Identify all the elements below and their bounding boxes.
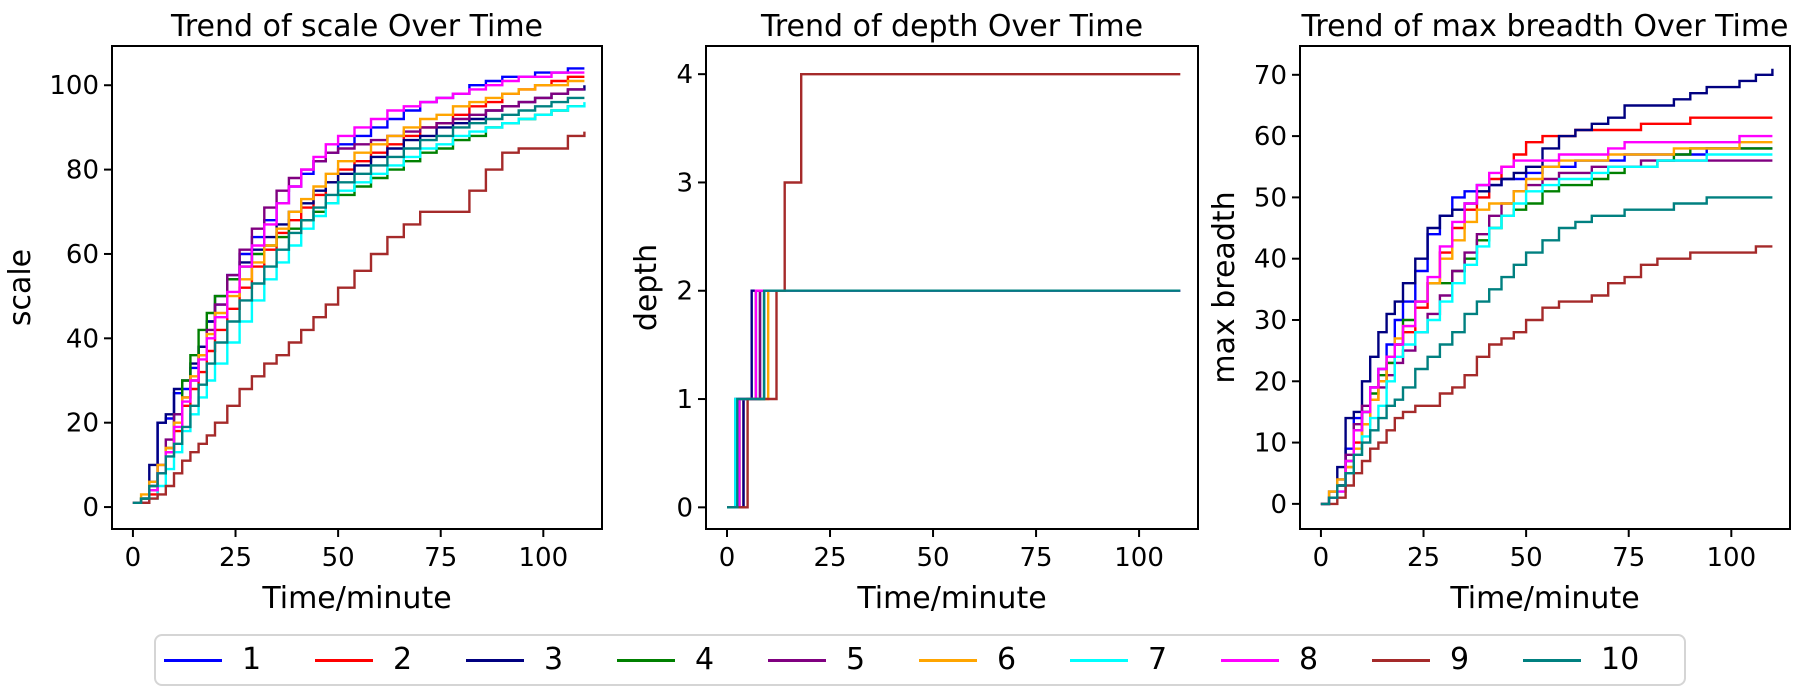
subplot-scale: 0 25 50 75 100 0 20 40 60 80 100 Trend of scale Ove… [3,9,603,616]
line-series-8 [1320,134,1773,506]
axes-spines [705,45,1199,530]
y-tick-label: 2 [676,277,693,307]
subplot-max-breadth: 0 25 50 75 100 0 10 20 30 40 50 60 70 Trend of max br… [1207,9,1791,616]
line-series-10 [132,96,585,504]
legend: 1 2 3 4 5 6 7 8 9 10 [154,634,1686,686]
y-tick-label: 60 [1254,122,1287,152]
x-tick-label: 100 [518,543,568,573]
y-tick-label: 20 [1254,367,1287,397]
y-tick-label: 20 [66,409,99,439]
legend-line-swatch [919,658,977,662]
x-tick-label: 50 [1510,543,1543,573]
legend-line-swatch [617,658,675,662]
legend-label: 6 [997,642,1017,677]
legend-line-swatch [768,658,826,662]
y-tick-label: 1 [676,385,693,415]
series-lines [132,67,586,504]
subplot-title: Trend of max breadth Over Time [1300,9,1788,44]
y-tick-label: 60 [66,240,99,270]
x-tick-label: 75 [1612,543,1645,573]
y-tick-label: 0 [676,493,693,523]
y-tick-label: 4 [676,60,693,90]
legend-line-swatch [1221,658,1279,662]
subplot-title: Trend of scale Over Time [170,9,543,44]
y-tick-label: 30 [1254,306,1287,336]
x-tick-label: 0 [125,543,142,573]
legend-line-swatch [1070,658,1128,662]
y-axis-label: depth [629,244,664,331]
legend-item-2: 2 [315,645,466,675]
line-series-9 [132,131,586,504]
x-tick-label: 50 [916,543,949,573]
legend-item-1: 1 [164,645,315,675]
legend-item-8: 8 [1221,645,1372,675]
y-tick-label: 40 [1254,245,1287,275]
x-tick-label: 75 [424,543,457,573]
legend-item-3: 3 [466,645,617,675]
x-tick-label: 25 [813,543,846,573]
y-axis-label: max breadth [1207,191,1242,383]
y-tick-label: 70 [1254,61,1287,91]
series-lines [1320,68,1774,506]
x-tick-label: 100 [1706,543,1756,573]
x-tick-label: 0 [719,543,736,573]
line-series-10 [727,289,1181,509]
legend-item-4: 4 [617,645,768,675]
line-series-7 [1320,153,1773,506]
line-series-9 [1320,245,1773,506]
line-series-7 [132,102,586,504]
series-lines [727,73,1181,509]
legend-label: 2 [393,642,413,677]
line-series-3 [1320,68,1774,506]
x-axis-label: Time/minute [261,581,451,616]
legend-label: 3 [544,642,564,677]
legend-label: 8 [1299,642,1319,677]
x-axis-label: Time/minute [1449,581,1639,616]
x-tick-label: 25 [1407,543,1440,573]
x-tick-label: 50 [322,543,355,573]
legend-line-swatch [315,658,373,662]
legend-item-10: 10 [1523,645,1674,675]
y-tick-label: 100 [49,71,99,101]
x-tick-label: 25 [219,543,252,573]
legend-line-swatch [1372,658,1430,662]
x-axis-label: Time/minute [856,581,1046,616]
y-axis-label: scale [3,249,38,326]
x-tick-label: 0 [1313,543,1330,573]
axes-spines [1299,45,1791,530]
plot-area [1300,46,1790,529]
y-tick-label: 0 [1270,490,1287,520]
legend-label: 5 [846,642,866,677]
y-tick-label: 40 [66,324,99,354]
legend-label: 10 [1601,642,1640,677]
y-tick-label: 50 [1254,183,1287,213]
axes-spines [111,45,603,530]
y-tick-label: 0 [82,493,99,523]
legend-item-7: 7 [1070,645,1221,675]
y-tick-label: 80 [66,156,99,186]
x-tick-label: 75 [1020,543,1053,573]
x-tick-label: 100 [1114,543,1164,573]
legend-label: 9 [1450,642,1470,677]
plot-area [706,46,1198,529]
legend-item-9: 9 [1372,645,1523,675]
legend-line-swatch [1523,658,1581,662]
line-series-10 [1320,196,1773,506]
subplot-title: Trend of depth Over Time [760,9,1143,44]
legend-label: 4 [695,642,715,677]
legend-item-5: 5 [768,645,919,675]
legend-line-swatch [164,658,222,662]
y-tick-label: 10 [1254,429,1287,459]
subplot-depth: 0 25 50 75 100 0 1 2 3 4 Trend of depth Over Time T… [629,9,1199,616]
legend-label: 1 [242,642,262,677]
legend-item-6: 6 [919,645,1070,675]
y-tick-label: 3 [676,168,693,198]
line-series-8 [132,71,585,504]
legend-label: 7 [1148,642,1168,677]
legend-line-swatch [466,658,524,662]
